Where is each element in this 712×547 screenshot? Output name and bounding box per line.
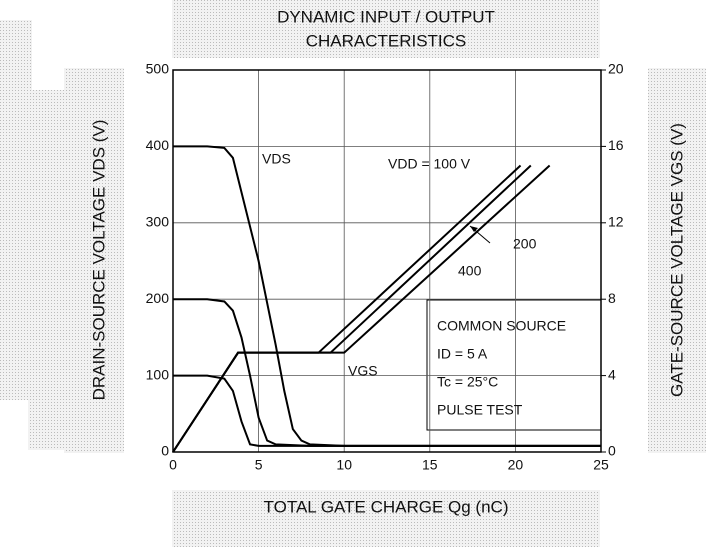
y2-tick-label: 0 [608,443,616,459]
y-tick-label: 300 [146,214,170,230]
y-tick-label: 400 [146,137,170,153]
title-bg [172,0,600,58]
annotation: 200 [513,236,537,252]
xlabel-bg [172,490,600,547]
side-bg [28,90,64,450]
x-tick-label: 20 [508,457,524,473]
chart-title: CHARACTERISTICS [306,31,467,50]
y2-tick-label: 16 [608,137,624,153]
annotation: VDS [262,151,291,167]
x-tick-label: 10 [336,457,352,473]
side-bg [0,20,32,400]
y2-tick-label: 20 [608,61,624,77]
x-tick-label: 25 [593,457,609,473]
condition-text: COMMON SOURCE [437,318,566,334]
annotation: VGS [348,363,378,379]
conditions-box [426,299,602,431]
y2label-bg [648,68,706,453]
y2-axis-label: GATE-SOURCE VOLTAGE VGS (V) [667,123,686,397]
annotation: 400 [458,263,482,279]
x-tick-label: 0 [169,457,177,473]
annotation: VDD = 100 V [388,156,471,172]
y-tick-label: 500 [146,61,170,77]
series-line [172,164,551,453]
y2-tick-label: 8 [608,290,616,306]
y-tick-label: 200 [146,290,170,306]
x-tick-label: 5 [255,457,263,473]
y-axis-label: DRAIN-SOURCE VOLTAGE VDS (V) [89,120,108,401]
plot-frame [172,69,602,453]
y2-tick-label: 12 [608,214,624,230]
condition-text: PULSE TEST [437,402,523,418]
ylabel-bg [64,68,124,453]
x-axis-label: TOTAL GATE CHARGE Qg (nC) [264,497,509,516]
series-line [173,374,601,447]
y-tick-label: 100 [146,366,170,382]
x-tick-label: 15 [422,457,438,473]
chart-title: DYNAMIC INPUT / OUTPUT [277,7,495,26]
y2-tick-label: 4 [608,366,616,382]
arrow-head [470,226,478,232]
y-tick-label: 0 [161,443,169,459]
series-line [173,145,601,447]
series-line [173,298,601,447]
condition-text: ID = 5 A [437,346,488,362]
condition-text: Tc = 25°C [437,374,498,390]
